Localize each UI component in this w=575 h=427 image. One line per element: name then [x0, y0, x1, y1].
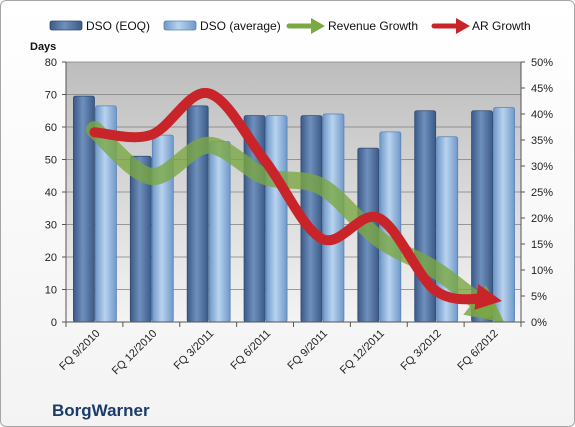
- x-tick-label: FQ 3/2011: [172, 328, 217, 373]
- y-tick-label: 60: [45, 122, 57, 134]
- bar-dso-average: [265, 115, 288, 323]
- y2-tick-label: 30%: [531, 161, 553, 173]
- legend-dso-average-label: DSO (average): [200, 19, 281, 33]
- legend: DSO (EOQ) DSO (average) Revenue Growth AR G…: [49, 18, 531, 34]
- line-revenue-growth: [85, 121, 505, 323]
- legend-revenue-growth-label: Revenue Growth: [328, 19, 418, 33]
- x-tick-label: FQ 6/2012: [455, 328, 500, 373]
- legend-ar-growth-label: AR Growth: [472, 19, 531, 33]
- legend-dso-eoq-swatch: [49, 20, 83, 31]
- y2-tick-label: 25%: [531, 187, 553, 199]
- y-tick-label: 40: [45, 187, 57, 199]
- y-tick-label: 20: [45, 252, 57, 264]
- x-tick-label: FQ 12/2010: [110, 328, 160, 378]
- y2-tick-label: 50%: [531, 57, 553, 69]
- y2-tick-label: 45%: [531, 83, 553, 95]
- y-tick-label: 0: [51, 317, 57, 329]
- y2-tick-label: 35%: [531, 135, 553, 147]
- y-axis-title: Days: [30, 41, 56, 53]
- legend-dso-eoq-label: DSO (EOQ): [86, 19, 150, 33]
- bar-dso-average: [322, 113, 345, 323]
- bar-dso-average: [208, 141, 231, 323]
- x-tick-label: FQ 12/2011: [338, 328, 387, 377]
- growth-lines: [85, 88, 505, 323]
- y2-tick-label: 0%: [531, 317, 547, 329]
- bar-dso-average: [493, 107, 515, 323]
- x-tick-label: FQ 6/2011: [229, 328, 274, 373]
- legend-dso-average-swatch: [163, 20, 197, 31]
- legend-ar-growth-arrowhead: [456, 18, 470, 34]
- x-tick-label: FQ 9/2011: [285, 328, 330, 373]
- y2-tick-label: 5%: [531, 291, 547, 303]
- legend-revenue-growth-arrowhead: [311, 18, 325, 34]
- x-tick-label: FQ 3/2012: [399, 328, 444, 373]
- y-tick-label: 70: [45, 90, 57, 102]
- y-tick-label: 30: [45, 220, 57, 232]
- y2-tick-label: 20%: [531, 213, 553, 225]
- company-name: BorgWarner: [52, 401, 150, 420]
- y-tick-label: 80: [45, 57, 57, 69]
- y2-tick-label: 15%: [531, 239, 553, 251]
- line-ar-growth: [89, 88, 502, 310]
- x-tick-label: FQ 9/2010: [57, 328, 102, 373]
- y-tick-label: 10: [45, 285, 57, 297]
- y2-tick-label: 40%: [531, 109, 553, 121]
- y2-tick-label: 10%: [531, 265, 553, 277]
- y-tick-label: 50: [45, 155, 57, 167]
